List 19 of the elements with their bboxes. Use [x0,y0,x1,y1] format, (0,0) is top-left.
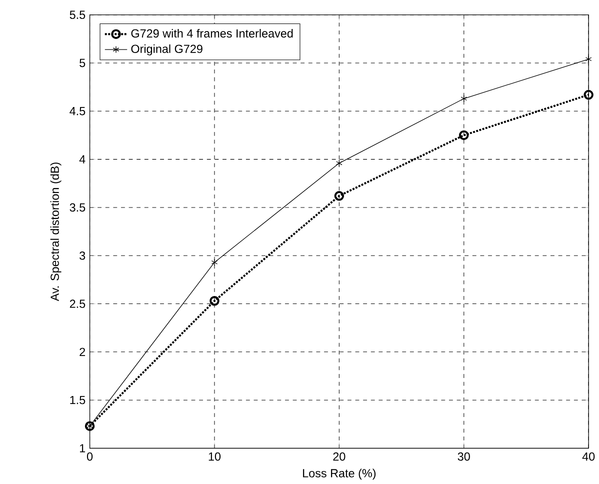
y-tick-label: 2.5 [70,300,86,308]
y-tick-label: 5 [80,59,86,68]
x-tick-label: 10 [208,452,221,461]
y-tick-label: 4.5 [70,107,86,116]
y-tick-label: 1.5 [70,396,86,404]
legend-label: Original G729 [131,44,202,56]
y-tick-label: 4 [79,155,86,164]
y-tick-label: 3 [80,252,86,260]
y-tick-label: 3.5 [70,204,86,212]
legend-label: G729 with 4 frames Interleaved [131,29,293,38]
x-tick-label: 30 [458,452,470,461]
x-axis-title: Loss Rate (%) [303,468,376,480]
x-tick-label: 0 [86,452,93,461]
y-tick-label: 2 [80,348,86,356]
y-tick-label: 1 [80,444,86,452]
y-axis-title: Av. Spectral distortion (dB) [50,162,62,302]
x-tick-label: 20 [333,452,346,461]
y-tick-label: 5.5 [70,10,86,20]
x-tick-label: 40 [582,452,595,461]
